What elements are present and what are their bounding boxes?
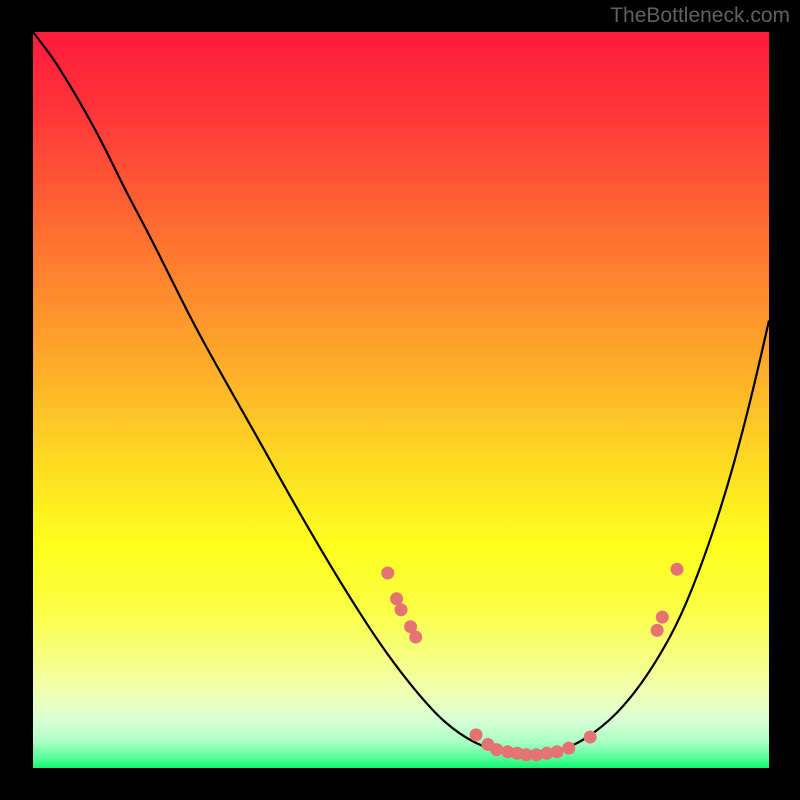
data-marker — [671, 563, 684, 576]
data-marker — [551, 745, 564, 758]
data-marker — [584, 731, 597, 744]
data-marker — [470, 728, 483, 741]
plot-area — [33, 32, 769, 768]
data-marker — [395, 603, 408, 616]
data-marker — [381, 566, 394, 579]
data-marker — [656, 611, 669, 624]
data-marker — [651, 624, 664, 637]
data-marker — [409, 630, 422, 643]
data-marker — [562, 742, 575, 755]
data-marker — [490, 743, 503, 756]
watermark-text: TheBottleneck.com — [610, 4, 790, 28]
chart-container: TheBottleneck.com — [0, 0, 800, 800]
